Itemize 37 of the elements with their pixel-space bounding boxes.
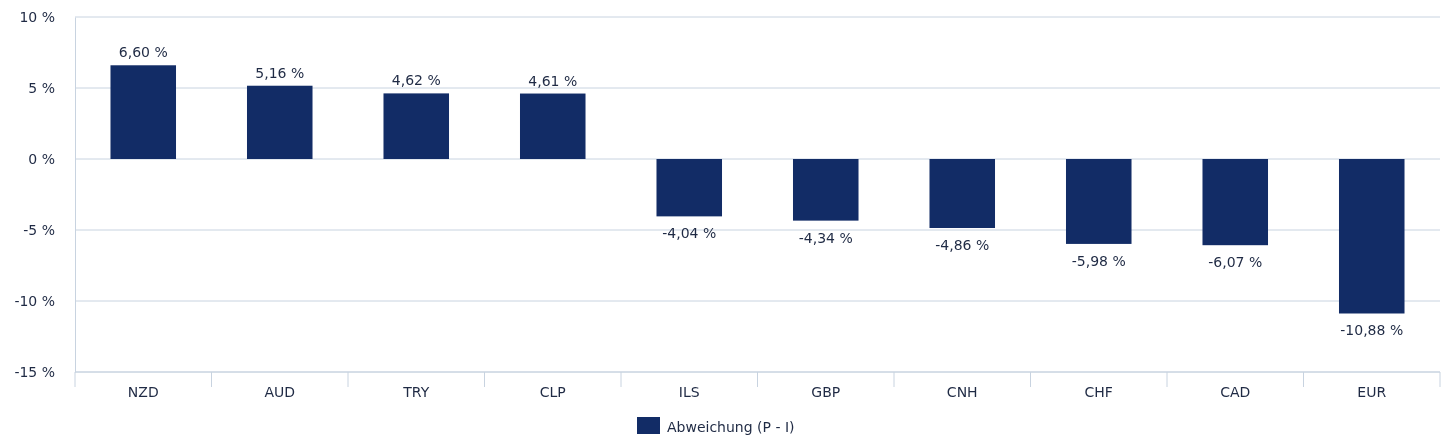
data-label: -5,98 % xyxy=(1071,252,1126,269)
bar xyxy=(110,65,177,159)
legend-label: Abweichung (P - I) xyxy=(667,419,795,435)
y-tick-label: 10 % xyxy=(19,8,55,25)
bar xyxy=(246,85,313,159)
bar xyxy=(1202,159,1269,246)
y-tick-label: -15 % xyxy=(14,363,55,380)
bar xyxy=(383,93,450,159)
data-label: 6,60 % xyxy=(118,44,168,61)
x-tick-label: GBP xyxy=(811,384,841,400)
y-tick-label: -10 % xyxy=(14,292,55,309)
x-tick-label: EUR xyxy=(1357,384,1387,400)
data-label: -4,86 % xyxy=(935,237,990,254)
y-tick-label: -5 % xyxy=(23,221,55,238)
x-tick-label: TRY xyxy=(402,384,430,400)
data-label: 5,16 % xyxy=(255,64,305,81)
y-tick-label: 0 % xyxy=(28,150,55,167)
bar xyxy=(1065,159,1132,244)
x-tick-label: CLP xyxy=(539,384,566,400)
bar xyxy=(1338,159,1405,314)
x-tick-label: AUD xyxy=(264,384,296,400)
bar xyxy=(656,159,723,217)
y-tick-label: 5 % xyxy=(28,79,55,96)
x-tick-label: ILS xyxy=(678,384,700,400)
data-label: -10,88 % xyxy=(1340,322,1404,339)
bar xyxy=(792,159,859,221)
data-label: -4,04 % xyxy=(662,225,717,242)
x-tick-label: CAD xyxy=(1220,384,1251,400)
x-tick-label: CNH xyxy=(946,384,978,400)
x-tick-label: CHF xyxy=(1084,384,1113,400)
bar xyxy=(519,93,586,159)
data-label: -4,34 % xyxy=(798,229,853,246)
x-tick-label: NZD xyxy=(127,384,159,400)
data-label: 4,61 % xyxy=(528,72,578,89)
data-label: 4,62 % xyxy=(391,72,441,89)
bar xyxy=(929,159,996,229)
data-label: -6,07 % xyxy=(1208,254,1263,271)
